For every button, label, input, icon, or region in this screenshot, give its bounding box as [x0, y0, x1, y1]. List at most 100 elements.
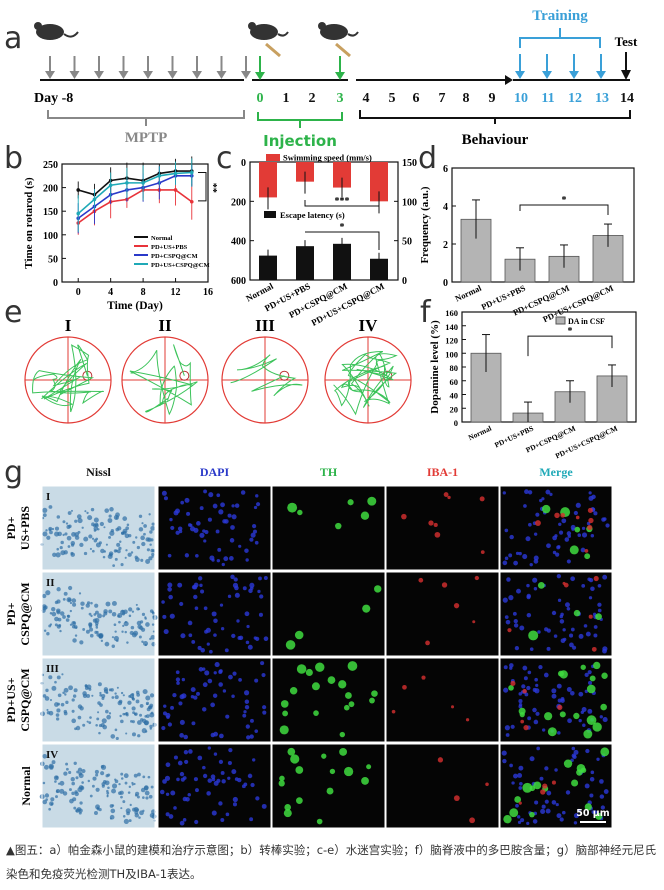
dapi-nucleus — [187, 523, 192, 527]
nissl-cell — [111, 611, 117, 617]
tile-border — [499, 485, 613, 571]
dapi-nucleus — [163, 629, 169, 635]
y-tick-label: 2 — [443, 240, 448, 251]
dapi-nucleus — [187, 792, 192, 797]
iba1-cell — [522, 688, 527, 694]
nissl-cell — [65, 762, 69, 766]
nissl-cell — [128, 819, 132, 823]
dapi-nucleus — [178, 701, 183, 706]
tile-border — [385, 571, 500, 657]
th-neuron — [369, 697, 375, 704]
dapi-nucleus — [561, 518, 567, 524]
mouse-icon — [34, 22, 79, 40]
legend-entry: Escape latency (s) — [280, 210, 345, 220]
dapi-nucleus — [227, 776, 231, 780]
dapi-nucleus — [195, 788, 199, 793]
significance-bracket — [519, 204, 609, 216]
dapi-nucleus — [168, 594, 173, 600]
nissl-cell — [128, 785, 132, 789]
column-header: Nissl — [86, 465, 111, 479]
th-neuron — [343, 704, 350, 711]
dapi-nucleus — [180, 500, 185, 505]
dapi-nucleus — [526, 612, 532, 618]
dapi-nucleus — [557, 698, 562, 703]
nissl-cell — [123, 706, 126, 710]
nissl-cell — [148, 513, 151, 516]
nissl-cell — [53, 775, 59, 781]
nissl-cell — [74, 727, 77, 731]
nissl-cell — [89, 716, 92, 719]
nissl-cell — [122, 800, 126, 804]
dapi-nucleus — [578, 691, 584, 697]
y-tick-label: 200 — [43, 184, 58, 195]
dapi-nucleus — [255, 494, 259, 498]
nissl-cell — [95, 787, 100, 792]
dapi-nucleus — [163, 704, 167, 708]
iba1-cell — [510, 680, 516, 686]
nissl-cell — [88, 625, 92, 629]
row-numeral: II — [46, 577, 55, 589]
nissl-cell — [101, 694, 106, 699]
series-line — [77, 175, 192, 219]
nissl-cell — [140, 558, 144, 562]
iba1-cell — [551, 780, 556, 785]
dapi-nucleus — [539, 498, 543, 503]
escape-latency-bar — [370, 258, 388, 280]
nissl-cell — [132, 807, 137, 812]
tile-border — [385, 485, 500, 571]
nissl-cell — [142, 689, 148, 695]
y-tick-label: 120 — [445, 336, 458, 346]
nissl-cell — [110, 734, 116, 739]
dapi-nucleus — [570, 627, 575, 632]
dapi-nucleus — [577, 808, 581, 813]
nissl-cell — [113, 623, 117, 627]
dapi-nucleus — [510, 724, 515, 729]
nissl-cell — [45, 590, 51, 596]
iba1-cell — [425, 640, 430, 646]
dapi-nucleus — [243, 690, 250, 696]
nissl-cell — [57, 693, 62, 698]
nissl-cell — [56, 624, 61, 629]
mptp-arrow-head — [94, 71, 104, 79]
nissl-cell — [137, 734, 141, 738]
dapi-nucleus — [557, 598, 562, 602]
nissl-cell — [93, 539, 98, 543]
left-y-tick-label: 600 — [231, 276, 246, 287]
nissl-cell — [115, 516, 118, 520]
dapi-nucleus — [163, 496, 169, 501]
dapi-nucleus — [213, 752, 218, 756]
iba1-cell — [562, 581, 566, 585]
micrograph-tile — [272, 658, 385, 742]
y-tick-label: 4 — [443, 202, 448, 213]
dapi-nucleus — [211, 611, 217, 617]
dapi-nucleus — [232, 582, 239, 588]
dapi-nucleus — [204, 629, 209, 634]
dapi-nucleus — [562, 628, 566, 632]
dapi-nucleus — [184, 497, 190, 503]
nissl-cell — [88, 721, 92, 725]
nissl-cell — [106, 794, 109, 797]
nissl-cell — [122, 516, 128, 522]
dapi-nucleus — [169, 517, 173, 522]
dapi-nucleus — [161, 490, 167, 496]
nissl-cell — [49, 801, 54, 806]
series-line — [77, 171, 192, 215]
iba1-cell — [575, 515, 580, 520]
dapi-nucleus — [578, 633, 584, 639]
nissl-cell — [77, 715, 82, 720]
dapi-nucleus — [561, 810, 566, 815]
nissl-cell — [77, 767, 83, 772]
dapi-nucleus — [257, 589, 261, 594]
nissl-cell — [74, 535, 80, 540]
dapi-nucleus — [193, 695, 198, 700]
nissl-cell — [54, 780, 57, 783]
dapi-nucleus — [231, 633, 236, 639]
dapi-nucleus — [600, 805, 605, 810]
bar — [596, 375, 628, 423]
nissl-cell — [114, 778, 117, 781]
panel-letter-g: g — [4, 455, 23, 490]
iba1-cell — [433, 522, 438, 528]
th-neuron — [278, 780, 285, 787]
nissl-cell — [65, 700, 69, 705]
right-y-tick-label: 150 — [402, 158, 417, 169]
